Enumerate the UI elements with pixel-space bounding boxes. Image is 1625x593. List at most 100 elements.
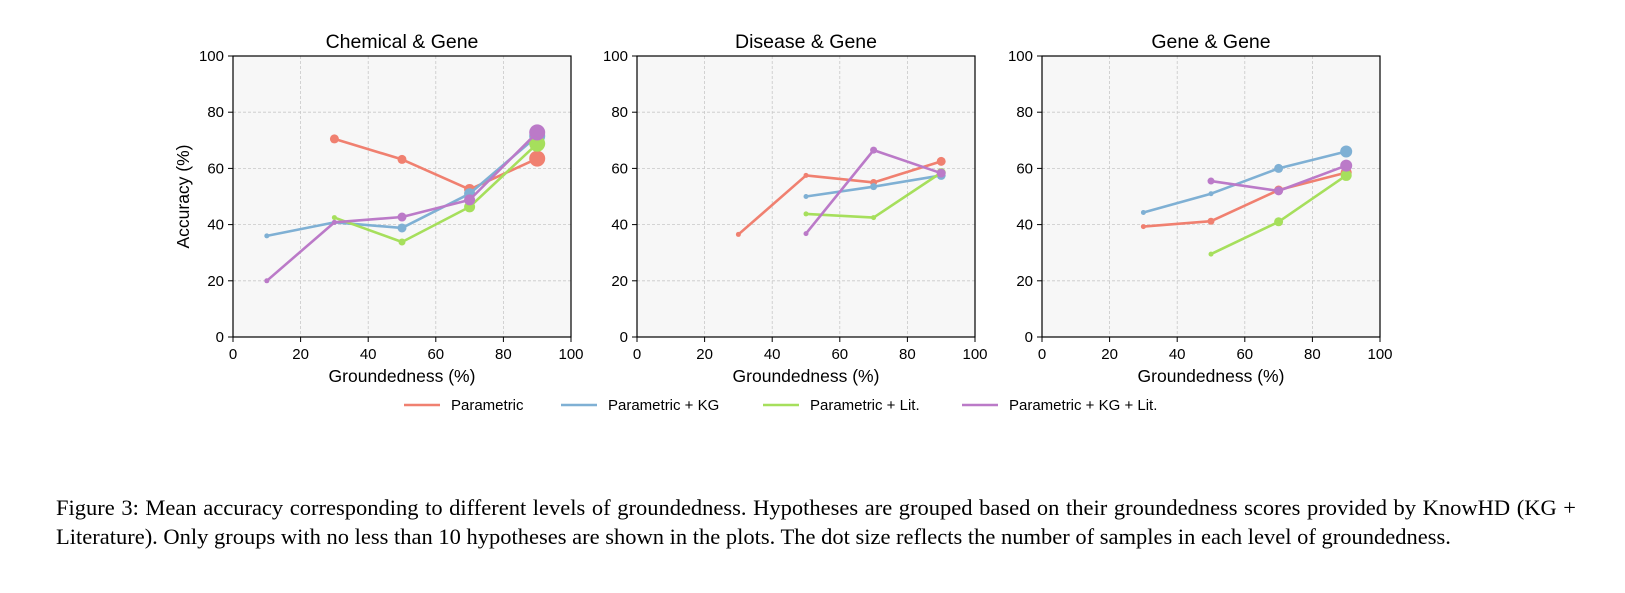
y-tick-label: 20 <box>1016 273 1033 290</box>
legend-label-parametric-kg: Parametric + KG <box>608 397 719 414</box>
x-tick-label: 40 <box>360 346 377 363</box>
y-axis-label: Accuracy (%) <box>173 144 193 248</box>
data-point-parametric-lit <box>1208 251 1214 257</box>
data-point-parametric <box>735 231 741 237</box>
legend-entry-parametric-kg-lit: Parametric + KG + Lit. <box>962 397 1157 414</box>
series-line-parametric-lit <box>333 142 539 244</box>
legend-entry-parametric-lit: Parametric + Lit. <box>763 397 920 414</box>
data-point-parametric-kg <box>870 183 878 191</box>
chart-title: Gene & Gene <box>1151 31 1270 53</box>
axes-frame <box>232 55 572 338</box>
data-point-parametric-lit <box>803 211 809 217</box>
data-point-parametric <box>1207 217 1215 225</box>
data-point-parametric <box>329 134 339 144</box>
data-point-parametric-kg <box>264 233 270 239</box>
y-tick-label: 40 <box>207 217 224 234</box>
x-tick-label: 20 <box>1101 346 1118 363</box>
data-point-parametric-kg-lit <box>936 168 946 178</box>
x-tick-label: 100 <box>558 346 583 363</box>
data-point-parametric-lit <box>1340 169 1352 181</box>
figure-caption: Figure 3: Mean accuracy corresponding to… <box>56 494 1576 549</box>
x-tick-label: 100 <box>1367 346 1392 363</box>
y-tick-label: 60 <box>1016 160 1033 177</box>
x-tick-label: 0 <box>633 346 641 363</box>
legend-entry-parametric: Parametric <box>404 397 524 414</box>
chart-panel-chemical-gene: 0 20 40 60 80 100 0 20 40 60 80 100 Chemical & Gene G… <box>173 31 584 386</box>
x-tick-label: 100 <box>962 346 987 363</box>
x-tick-label: 60 <box>427 346 444 363</box>
data-point-parametric <box>529 150 546 167</box>
data-point-parametric-kg-lit <box>1207 177 1215 185</box>
data-point-parametric-kg <box>1208 191 1214 197</box>
y-tick-label: 60 <box>611 160 628 177</box>
data-point-parametric-lit <box>398 238 406 246</box>
y-tick-label: 40 <box>611 217 628 234</box>
x-axis-label: Groundedness (%) <box>733 366 880 386</box>
plot-area <box>233 56 571 337</box>
data-point-parametric-kg <box>1140 210 1146 216</box>
x-tick-label: 40 <box>1169 346 1186 363</box>
data-point-parametric <box>1140 224 1146 230</box>
data-point-parametric-kg-lit <box>1274 186 1284 196</box>
y-tick-label: 20 <box>207 273 224 290</box>
x-tick-label: 60 <box>1236 346 1253 363</box>
chart-title: Chemical & Gene <box>326 31 479 53</box>
data-point-parametric-lit <box>331 215 337 221</box>
x-tick-label: 0 <box>229 346 237 363</box>
data-point-parametric-kg-lit <box>1340 159 1353 172</box>
data-point-parametric-kg-lit <box>870 146 878 154</box>
data-point-parametric-kg-lit <box>529 124 546 141</box>
data-point-parametric-kg <box>1340 145 1353 158</box>
x-tick-label: 40 <box>764 346 781 363</box>
x-axis-label: Groundedness (%) <box>329 366 476 386</box>
y-tick-label: 80 <box>611 104 628 121</box>
legend: Parametric Parametric + KG Parametric + Li… <box>404 397 1157 414</box>
data-point-parametric-kg-lit <box>464 194 476 206</box>
y-tick-label: 100 <box>1008 48 1033 65</box>
series-line-parametric <box>737 160 943 236</box>
x-tick-label: 20 <box>292 346 309 363</box>
series-line-parametric-kg <box>1142 150 1348 214</box>
y-tick-label: 100 <box>199 48 224 65</box>
data-point-parametric-lit <box>529 135 546 152</box>
y-tick-label: 100 <box>603 48 628 65</box>
data-point-parametric <box>803 172 809 178</box>
data-point-parametric-kg <box>803 194 809 199</box>
data-point-parametric-kg <box>1274 163 1284 173</box>
data-point-parametric-kg-lit <box>331 219 337 225</box>
axes-frame <box>636 55 976 338</box>
x-tick-label: 80 <box>899 346 916 363</box>
data-point-parametric-lit <box>871 215 877 221</box>
plot-area <box>1042 56 1380 337</box>
y-tick-label: 0 <box>216 329 224 346</box>
legend-label-parametric: Parametric <box>451 397 524 414</box>
y-tick-label: 0 <box>1025 329 1033 346</box>
chart-title: Disease & Gene <box>735 31 877 53</box>
legend-entry-parametric-kg: Parametric + KG <box>561 397 719 414</box>
x-tick-label: 20 <box>696 346 713 363</box>
chart-panel-gene-gene: 0 20 40 60 80 100 0 20 40 60 80 100 Gene & Gene Groun… <box>1008 31 1393 386</box>
legend-label-parametric-lit: Parametric + Lit. <box>810 397 920 414</box>
series-line-parametric <box>1142 171 1348 228</box>
y-tick-label: 80 <box>1016 104 1033 121</box>
x-tick-label: 80 <box>495 346 512 363</box>
y-tick-label: 40 <box>1016 217 1033 234</box>
y-tick-label: 60 <box>207 160 224 177</box>
chart-panel-disease-gene: 0 20 40 60 80 100 0 20 40 60 80 100 Disease & Gene Gr… <box>603 31 988 386</box>
x-tick-label: 0 <box>1038 346 1046 363</box>
data-point-parametric-kg-lit <box>264 278 270 284</box>
data-point-parametric <box>397 154 407 164</box>
y-tick-label: 20 <box>611 273 628 290</box>
x-axis-label: Groundedness (%) <box>1138 366 1285 386</box>
data-point-parametric-kg-lit <box>397 212 407 222</box>
y-tick-label: 80 <box>207 104 224 121</box>
data-point-parametric-kg <box>397 223 407 233</box>
y-tick-label: 0 <box>620 329 628 346</box>
axes-frame <box>1041 55 1381 338</box>
x-tick-label: 60 <box>831 346 848 363</box>
x-tick-label: 80 <box>1304 346 1321 363</box>
data-point-parametric <box>936 156 946 166</box>
figure-charts: 0 20 40 60 80 100 0 20 40 60 80 100 Chemical & Gene G… <box>173 31 1393 414</box>
data-point-parametric-lit <box>1274 217 1284 227</box>
legend-label-parametric-kg-lit: Parametric + KG + Lit. <box>1009 397 1157 414</box>
